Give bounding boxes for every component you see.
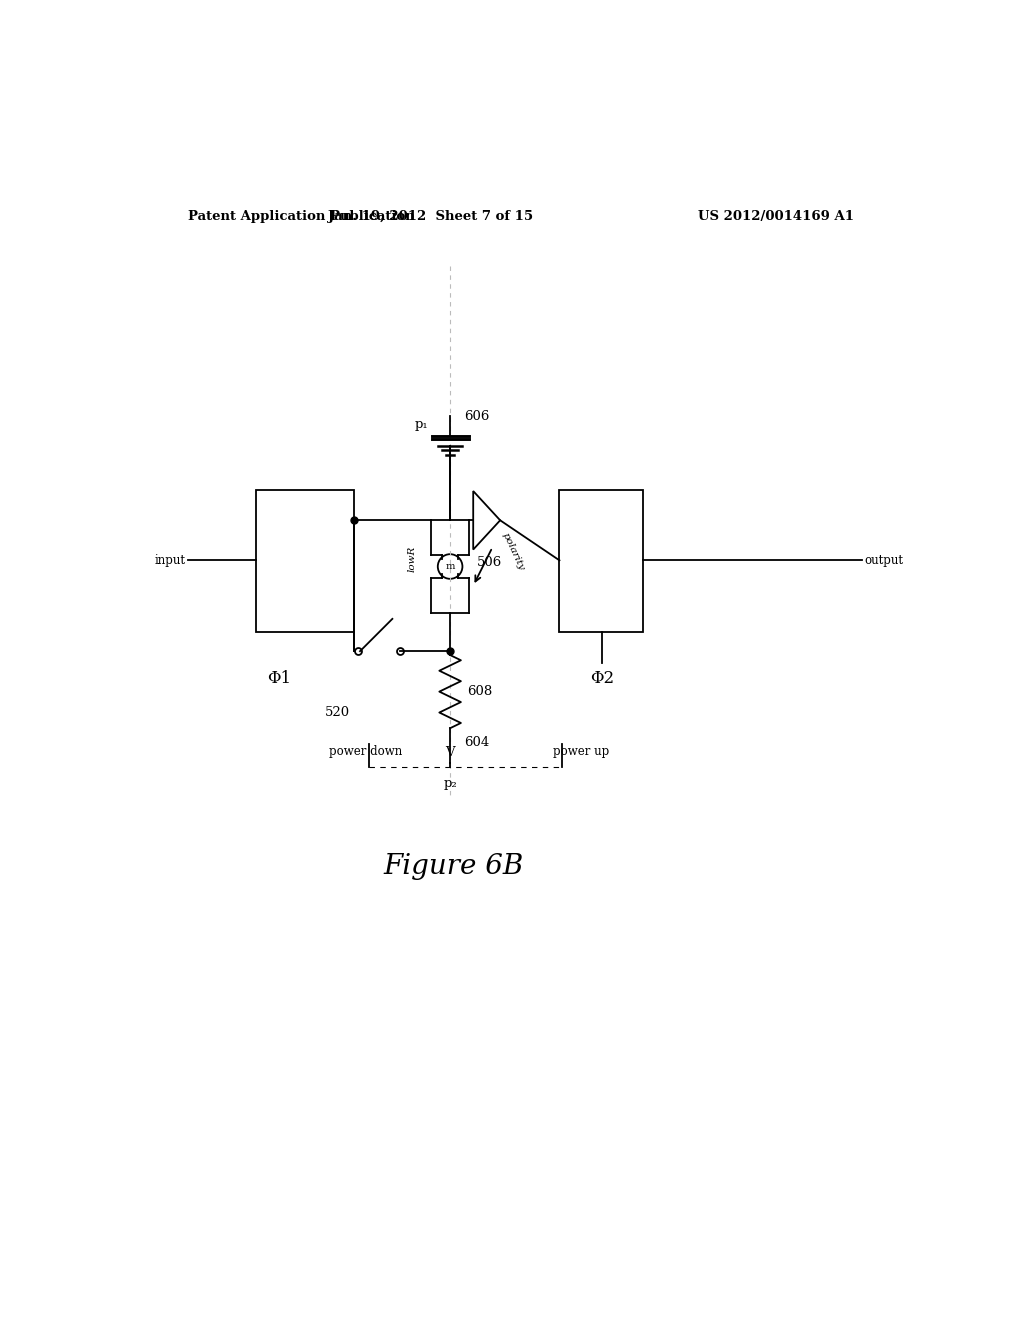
- Text: 604: 604: [464, 735, 489, 748]
- Text: lowR: lowR: [408, 545, 416, 572]
- Text: Patent Application Publication: Patent Application Publication: [188, 210, 415, 223]
- Text: Jan. 19, 2012  Sheet 7 of 15: Jan. 19, 2012 Sheet 7 of 15: [329, 210, 534, 223]
- Text: 606: 606: [464, 409, 489, 422]
- Text: m: m: [445, 562, 455, 572]
- Text: Φ1: Φ1: [267, 669, 291, 686]
- Text: power up: power up: [553, 744, 609, 758]
- Text: polarity: polarity: [500, 531, 525, 572]
- Bar: [559, 490, 643, 632]
- Text: input: input: [155, 554, 186, 566]
- Text: V: V: [445, 746, 455, 759]
- Text: 608: 608: [467, 685, 493, 698]
- Text: Φ2: Φ2: [590, 669, 613, 686]
- Text: 506: 506: [477, 556, 503, 569]
- Text: US 2012/0014169 A1: US 2012/0014169 A1: [698, 210, 854, 223]
- Text: output: output: [864, 554, 903, 566]
- Bar: [256, 490, 354, 632]
- Text: p₁: p₁: [415, 417, 429, 430]
- Text: 520: 520: [325, 706, 350, 719]
- Text: Figure 6B: Figure 6B: [384, 853, 524, 880]
- Text: power down: power down: [329, 744, 402, 758]
- Text: p₂: p₂: [443, 777, 457, 791]
